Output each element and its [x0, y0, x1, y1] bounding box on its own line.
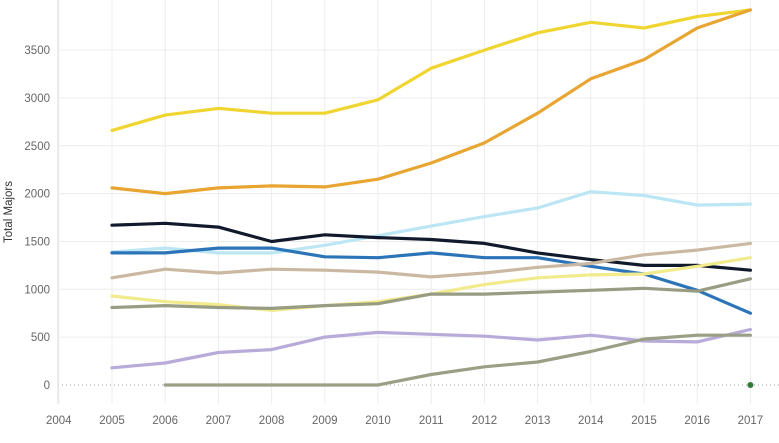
y-tick-label: 2500 [24, 141, 50, 153]
series-line-2 [110, 8, 753, 196]
x-tick-label: 2006 [152, 415, 178, 427]
x-tick-label: 2016 [684, 415, 710, 427]
grid-lines [58, 0, 779, 404]
x-tick-label: 2010 [365, 415, 391, 427]
x-tick-label: 2011 [419, 415, 444, 427]
y-tick-label: 1000 [24, 284, 50, 296]
x-tick-label: 2005 [99, 415, 125, 427]
markers [747, 382, 754, 388]
series-line-9 [110, 327, 753, 370]
y-tick-label: 500 [31, 332, 50, 344]
x-tick-label: 2013 [525, 415, 551, 427]
series-line-4 [110, 221, 753, 272]
y-tick-label: 2000 [24, 189, 50, 201]
series-line-10 [163, 333, 753, 387]
x-tick-label: 2017 [738, 415, 764, 427]
y-tick-label: 3500 [24, 45, 50, 57]
x-tick-label: 2008 [259, 415, 285, 427]
y-axis-title: Total Majors [3, 181, 15, 243]
series-line-1 [110, 8, 753, 132]
series-line-6 [110, 241, 753, 280]
series-lines [110, 8, 753, 387]
x-tick-label: 2012 [472, 415, 498, 427]
x-tick-label: 2009 [312, 415, 338, 427]
series-line-8 [110, 277, 753, 310]
series-line-3 [110, 190, 753, 255]
y-tick-label: 1500 [24, 236, 50, 248]
x-tick-label: 2007 [206, 415, 232, 427]
y-tick-label: 3000 [24, 93, 50, 105]
x-tick-label: 2014 [578, 415, 604, 427]
y-tick-label: 0 [44, 380, 50, 392]
data-marker-1 [747, 382, 754, 388]
axis-labels: 0 500 1000 1500 2000 2500 3000 3500 2004 2005 2006… [24, 45, 764, 427]
x-tick-label: 2015 [631, 415, 657, 427]
x-tick-label: 2004 [46, 415, 72, 427]
